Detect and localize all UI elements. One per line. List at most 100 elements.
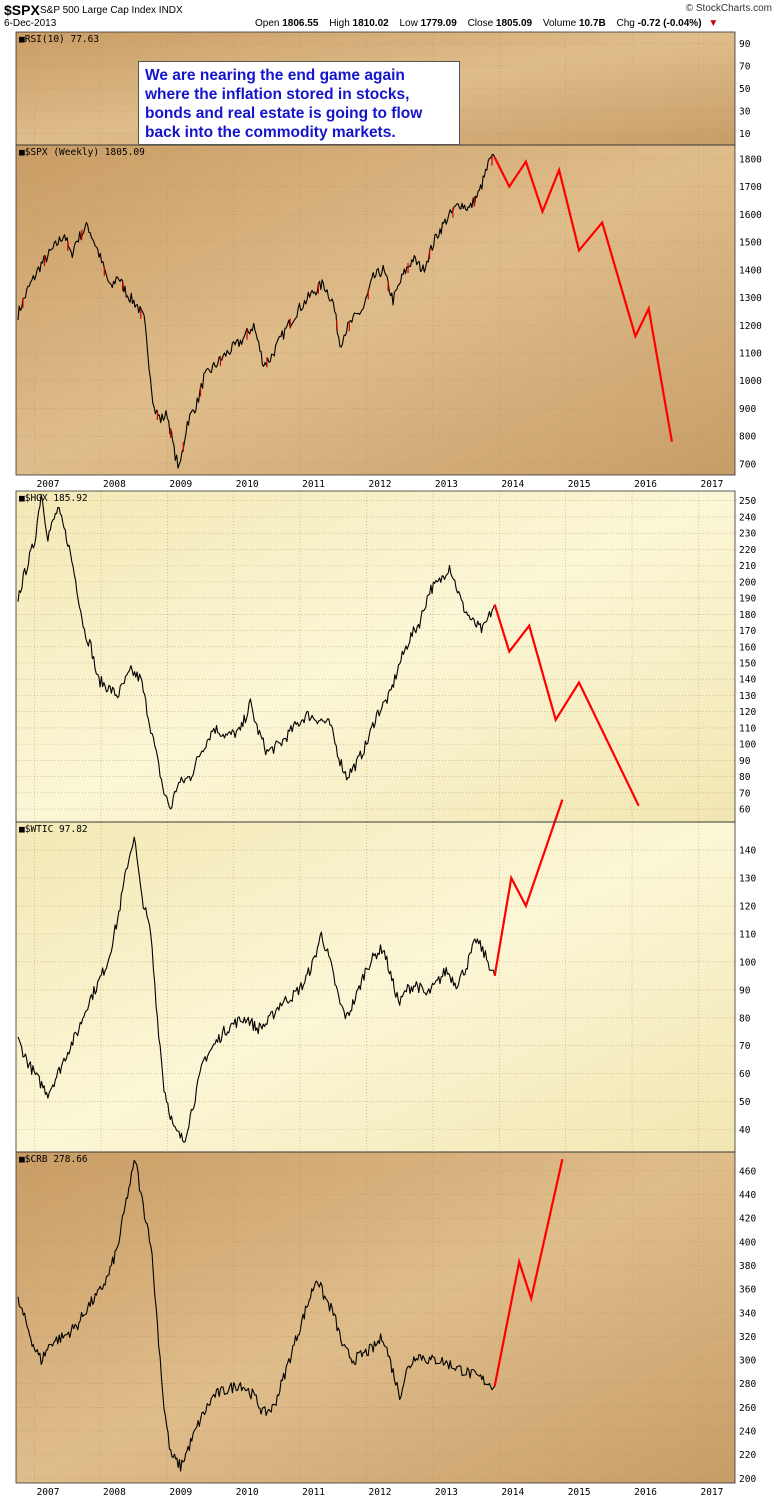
x-tick-label: 2011 [302, 1487, 325, 1498]
y-tick-label: 110 [739, 929, 756, 940]
forecast-line [493, 157, 673, 442]
panel-title: ■$WTIC 97.82 [19, 824, 88, 835]
x-tick-label: 2016 [634, 1487, 657, 1498]
y-tick-label: 1800 [739, 154, 762, 165]
panel-background [16, 145, 735, 475]
y-tick-label: 380 [739, 1261, 756, 1272]
y-tick-label: 80 [739, 772, 751, 783]
y-tick-label: 340 [739, 1308, 756, 1319]
y-tick-label: 1500 [739, 238, 762, 249]
chart-date: 6-Dec-2013 [4, 18, 57, 29]
x-tick-label: 2012 [369, 479, 392, 490]
panel-title: ■$SPX (Weekly) 1805.09 [19, 147, 145, 158]
x-tick-label: 2007 [37, 479, 60, 490]
y-tick-label: 120 [739, 707, 756, 718]
price-line-2 [17, 494, 496, 810]
y-tick-label: 90 [739, 756, 751, 767]
x-tick-label: 2015 [568, 1487, 591, 1498]
y-tick-label: 70 [739, 788, 751, 799]
y-tick-label: 240 [739, 512, 756, 523]
price-line-4 [17, 1159, 496, 1472]
x-tick-label: 2010 [236, 1487, 259, 1498]
y-tick-label: 700 [739, 459, 756, 470]
axis-strip [735, 1152, 777, 1483]
y-tick-label: 190 [739, 594, 756, 605]
y-tick-label: 1100 [739, 348, 762, 359]
y-tick-label: 1200 [739, 321, 762, 332]
forecast-line [493, 604, 640, 807]
panel-border [15, 1151, 736, 1484]
axis-strip [735, 32, 777, 145]
x-tick-label: 2008 [103, 1487, 126, 1498]
y-tick-label: 280 [739, 1379, 756, 1390]
y-tick-label: 420 [739, 1214, 756, 1225]
y-tick-label: 1400 [739, 265, 762, 276]
y-tick-label: 1600 [739, 210, 762, 221]
y-tick-label: 130 [739, 873, 756, 884]
y-tick-label: 70 [739, 61, 751, 72]
y-tick-label: 440 [739, 1190, 756, 1201]
x-tick-label: 2017 [700, 1487, 723, 1498]
y-tick-label: 120 [739, 901, 756, 912]
y-tick-label: 150 [739, 658, 756, 669]
x-tick-label: 2014 [501, 479, 524, 490]
x-tick-label: 2014 [501, 1487, 524, 1498]
annotation-box: We are nearing the end game again where … [138, 61, 460, 145]
panel-background [16, 1152, 735, 1483]
y-tick-label: 50 [739, 84, 751, 95]
x-tick-label: 2007 [37, 1487, 60, 1498]
y-tick-label: 90 [739, 39, 751, 50]
axis-strip [735, 491, 777, 822]
y-tick-label: 260 [739, 1403, 756, 1414]
symbol-title: $SPX [4, 2, 40, 18]
x-tick-label: 2012 [369, 1487, 392, 1498]
y-tick-label: 60 [739, 805, 751, 816]
panel-title: ■$CRB 278.66 [19, 1154, 88, 1165]
axis-strip [735, 145, 777, 475]
symbol-description: S&P 500 Large Cap Index INDX [40, 5, 183, 16]
y-tick-label: 50 [739, 1097, 751, 1108]
ohlc-readout: Open 1806.55 High 1810.02 Low 1779.09 Cl… [255, 18, 719, 29]
x-tick-label: 2011 [302, 479, 325, 490]
y-tick-label: 230 [739, 529, 756, 540]
y-tick-label: 200 [739, 577, 756, 588]
panel-title: ■$HGX 185.92 [19, 493, 88, 504]
y-tick-label: 110 [739, 723, 756, 734]
y-tick-label: 30 [739, 107, 751, 118]
y-tick-label: 1300 [739, 293, 762, 304]
forecast-line [493, 1158, 564, 1387]
y-tick-label: 90 [739, 985, 751, 996]
y-tick-label: 40 [739, 1125, 751, 1136]
x-tick-label: 2017 [700, 479, 723, 490]
x-tick-label: 2009 [169, 479, 192, 490]
y-tick-label: 10 [739, 129, 751, 140]
y-tick-label: 800 [739, 432, 756, 443]
y-tick-label: 240 [739, 1426, 756, 1437]
panel-background [16, 491, 735, 822]
x-tick-label: 2013 [435, 479, 458, 490]
down-arrow-icon: ▼ [708, 18, 719, 29]
y-tick-label: 140 [739, 675, 756, 686]
y-tick-label: 460 [739, 1166, 756, 1177]
y-tick-label: 900 [739, 404, 756, 415]
axis-strip [735, 822, 777, 1152]
panel-background [16, 822, 735, 1152]
stockcharts-logo: © StockCharts.com [685, 3, 772, 14]
y-tick-label: 300 [739, 1356, 756, 1367]
panel-border [15, 144, 736, 476]
y-tick-label: 200 [739, 1474, 756, 1485]
y-tick-label: 1700 [739, 182, 762, 193]
y-tick-label: 140 [739, 845, 756, 856]
x-tick-label: 2010 [236, 479, 259, 490]
price-line-3 [17, 836, 496, 1143]
x-tick-label: 2015 [568, 479, 591, 490]
y-tick-label: 220 [739, 1450, 756, 1461]
y-tick-label: 60 [739, 1069, 751, 1080]
y-tick-label: 100 [739, 740, 756, 751]
y-tick-label: 320 [739, 1332, 756, 1343]
y-tick-label: 130 [739, 691, 756, 702]
y-tick-label: 160 [739, 642, 756, 653]
y-tick-label: 70 [739, 1041, 751, 1052]
x-tick-label: 2013 [435, 1487, 458, 1498]
